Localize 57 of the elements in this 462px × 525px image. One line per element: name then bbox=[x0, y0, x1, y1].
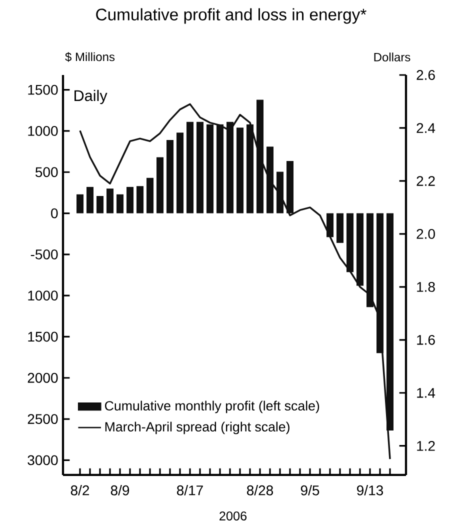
y2-tick-label: 1.4 bbox=[417, 388, 436, 398]
y2-tick-label: 2.4 bbox=[416, 123, 436, 133]
x-tick-label: 8/2 bbox=[70, 485, 90, 496]
bar bbox=[236, 128, 244, 214]
y-tick-label: 2500 bbox=[28, 414, 58, 424]
y2-tick-label: 2.2 bbox=[416, 176, 435, 186]
bar bbox=[276, 172, 284, 214]
x-tick-label: 8/9 bbox=[110, 485, 130, 496]
bar bbox=[176, 132, 184, 214]
bar bbox=[246, 124, 254, 214]
bar bbox=[216, 124, 224, 214]
x-tick-label: 8/28 bbox=[246, 485, 274, 496]
x-tick-label: 9/13 bbox=[357, 485, 384, 496]
y-tick-label: -500 bbox=[30, 249, 58, 260]
bar bbox=[206, 124, 214, 214]
bar bbox=[76, 194, 84, 214]
y2-tick-label: 2.0 bbox=[416, 228, 435, 239]
legend-label: Cumulative monthly profit (left scale) bbox=[104, 400, 320, 414]
bar bbox=[186, 122, 194, 214]
y2-tick-label: 1.6 bbox=[417, 334, 435, 345]
bar bbox=[106, 188, 114, 214]
y2-axis-title: Dollars bbox=[374, 52, 410, 62]
bar bbox=[126, 186, 134, 214]
bar bbox=[116, 194, 124, 214]
bar bbox=[96, 196, 104, 214]
y-tick-label: 1500 bbox=[28, 332, 58, 342]
annotation: Daily bbox=[74, 90, 108, 104]
bar bbox=[286, 161, 294, 214]
y-tick-label: 500 bbox=[35, 167, 58, 178]
bar bbox=[146, 178, 154, 214]
y2-tick-label: 2.6 bbox=[416, 70, 435, 80]
y-tick-label: 0 bbox=[51, 208, 58, 218]
bar bbox=[86, 186, 94, 214]
bar bbox=[166, 140, 174, 214]
bar bbox=[366, 213, 374, 308]
bar bbox=[136, 186, 144, 214]
y-tick-label: 1000 bbox=[28, 290, 58, 301]
bar bbox=[336, 213, 344, 243]
bar bbox=[356, 213, 364, 286]
bar bbox=[156, 157, 164, 214]
y-axis-title: $ Millions bbox=[65, 52, 115, 62]
y-tick-label: 1500 bbox=[28, 84, 58, 95]
bar bbox=[196, 122, 204, 214]
y-tick-label: 2000 bbox=[28, 372, 58, 383]
bar bbox=[266, 146, 274, 214]
y2-tick-label: 1.2 bbox=[417, 440, 435, 451]
y2-tick-label: 1.8 bbox=[417, 282, 435, 292]
legend-label: March-April spread (right scale) bbox=[105, 422, 290, 434]
y-tick-label: 3000 bbox=[28, 455, 58, 466]
x-tick-label: 8/17 bbox=[176, 485, 203, 496]
bar bbox=[346, 213, 354, 272]
x-tick-label: 9/5 bbox=[300, 485, 320, 496]
chart-title: Cumulative profit and loss in energy* bbox=[96, 8, 366, 24]
bar bbox=[376, 213, 384, 354]
y-tick-label: 1000 bbox=[28, 126, 58, 136]
bar bbox=[226, 122, 234, 214]
x-axis-title: 2006 bbox=[220, 512, 247, 520]
